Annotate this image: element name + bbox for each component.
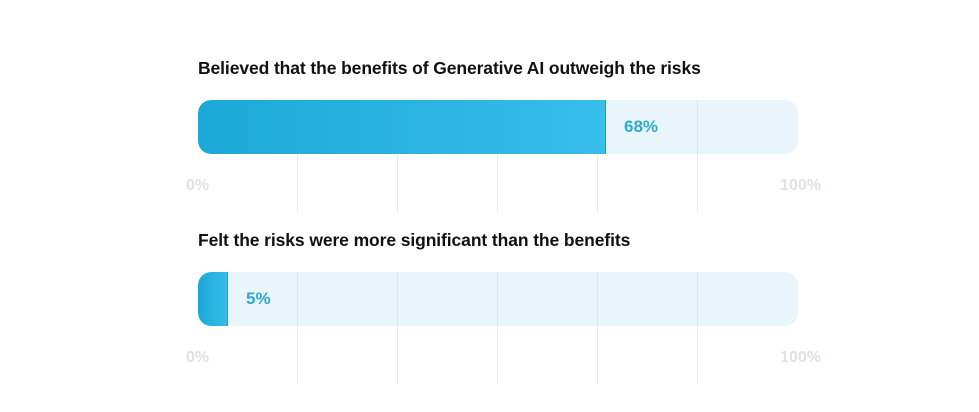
- bar-plot-area: 68% 0% 100%: [186, 100, 821, 240]
- gridline: [397, 272, 398, 384]
- gridline: [497, 272, 498, 384]
- axis-tick-min: 0%: [186, 177, 210, 194]
- chart-benefits-outweigh-risks: Believed that the benefits of Generative…: [186, 56, 821, 240]
- bar-fill: [198, 100, 606, 154]
- axis-tick-max: 100%: [780, 177, 821, 194]
- bar-fill: [198, 272, 228, 326]
- gridline: [697, 100, 698, 212]
- bar-track: [198, 272, 798, 326]
- gridline: [497, 100, 498, 212]
- chart-title: Felt the risks were more significant tha…: [198, 230, 631, 250]
- gridline: [597, 100, 598, 212]
- chart-title: Believed that the benefits of Generative…: [198, 58, 701, 78]
- bar-value-label: 5%: [246, 289, 271, 308]
- gridline: [297, 100, 298, 212]
- gridline: [597, 272, 598, 384]
- bar-value-label: 68%: [624, 117, 659, 136]
- axis-tick-min: 0%: [186, 349, 210, 366]
- bar-plot-area: 5% 0% 100%: [186, 272, 821, 412]
- gridline: [697, 272, 698, 384]
- axis-tick-max: 100%: [780, 349, 821, 366]
- gridline: [397, 100, 398, 212]
- chart-risks-more-significant: Felt the risks were more significant tha…: [186, 228, 821, 412]
- gridline: [297, 272, 298, 384]
- bar-track: [198, 100, 798, 154]
